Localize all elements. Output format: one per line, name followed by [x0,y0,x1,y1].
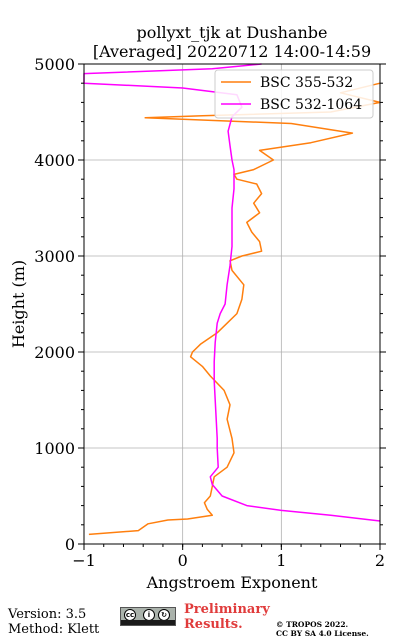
legend-label-bsc-532-1064: BSC 532-1064 [260,97,362,113]
series-layer [83,63,381,536]
y-tick-label: 4000 [34,151,75,170]
y-tick-label: 0 [65,535,75,554]
x-tick-label: 0 [178,551,188,570]
badge-strip [121,620,175,625]
legend: BSC 355-532 BSC 532-1064 [214,69,374,119]
grid-layer [83,63,381,545]
y-axis-label: Height (m) [9,260,28,348]
x-axis-label: Angstroem Exponent [146,573,318,592]
x-tick-label: 2 [375,551,385,570]
x-tick-label: −1 [72,551,96,570]
preliminary-line-1: Preliminary [184,602,270,617]
method-text: Method: Klett [8,622,100,637]
chart-subtitle: [Averaged] 20220712 14:00-14:59 [93,42,371,61]
version-text: Version: 3.5 [8,607,87,622]
y-tick-label: 3000 [34,247,75,266]
series-line-bsc-355-532 [88,82,381,536]
legend-label-bsc-355-532: BSC 355-532 [260,75,353,91]
preliminary-notice: Preliminary Results. [184,602,270,632]
legend-box [214,69,374,119]
copyright-line-1: © TROPOS 2022. [276,620,349,629]
axes-frame [83,63,381,545]
y-tick-label: 5000 [34,55,75,74]
x-tick-label: 1 [276,551,286,570]
preliminary-line-2: Results. [184,617,243,632]
series-line-bsc-532-1064 [83,63,381,522]
chart-title: pollyxt_tjk at Dushanbe [136,23,327,42]
cc-license-badge: cc i ↻ [120,607,176,626]
y-tick-label: 1000 [34,439,75,458]
copyright-notice: © TROPOS 2022. CC BY SA 4.0 License. [276,620,369,638]
copyright-line-2: CC BY SA 4.0 License. [276,629,369,638]
y-tick-label: 2000 [34,343,75,362]
